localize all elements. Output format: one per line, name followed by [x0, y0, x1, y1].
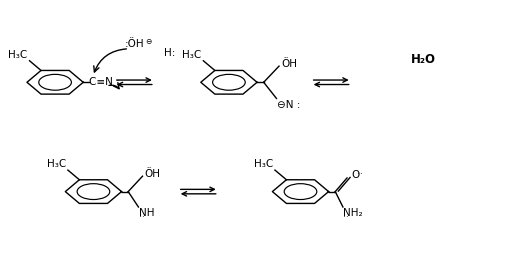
Text: H₃C: H₃C: [182, 50, 202, 59]
Text: ⊖: ⊖: [146, 37, 152, 46]
Text: ··: ··: [139, 213, 145, 222]
Text: NH₂: NH₂: [343, 209, 363, 218]
Text: O: O: [351, 170, 359, 180]
Text: H₃C: H₃C: [47, 159, 66, 169]
Text: ÖH: ÖH: [282, 59, 297, 69]
Text: ⊖N :: ⊖N :: [278, 100, 301, 110]
Text: ÖH: ÖH: [144, 169, 160, 179]
Text: H₃C: H₃C: [254, 159, 273, 169]
Text: H₂O: H₂O: [411, 53, 436, 66]
Text: H:: H:: [164, 48, 175, 58]
Text: :ÖH: :ÖH: [124, 39, 144, 49]
Text: ··: ··: [357, 170, 363, 179]
Text: H₃C: H₃C: [8, 50, 27, 59]
Text: NH: NH: [139, 209, 154, 218]
Text: ··: ··: [343, 213, 349, 223]
Text: C≡N :: C≡N :: [89, 77, 120, 87]
